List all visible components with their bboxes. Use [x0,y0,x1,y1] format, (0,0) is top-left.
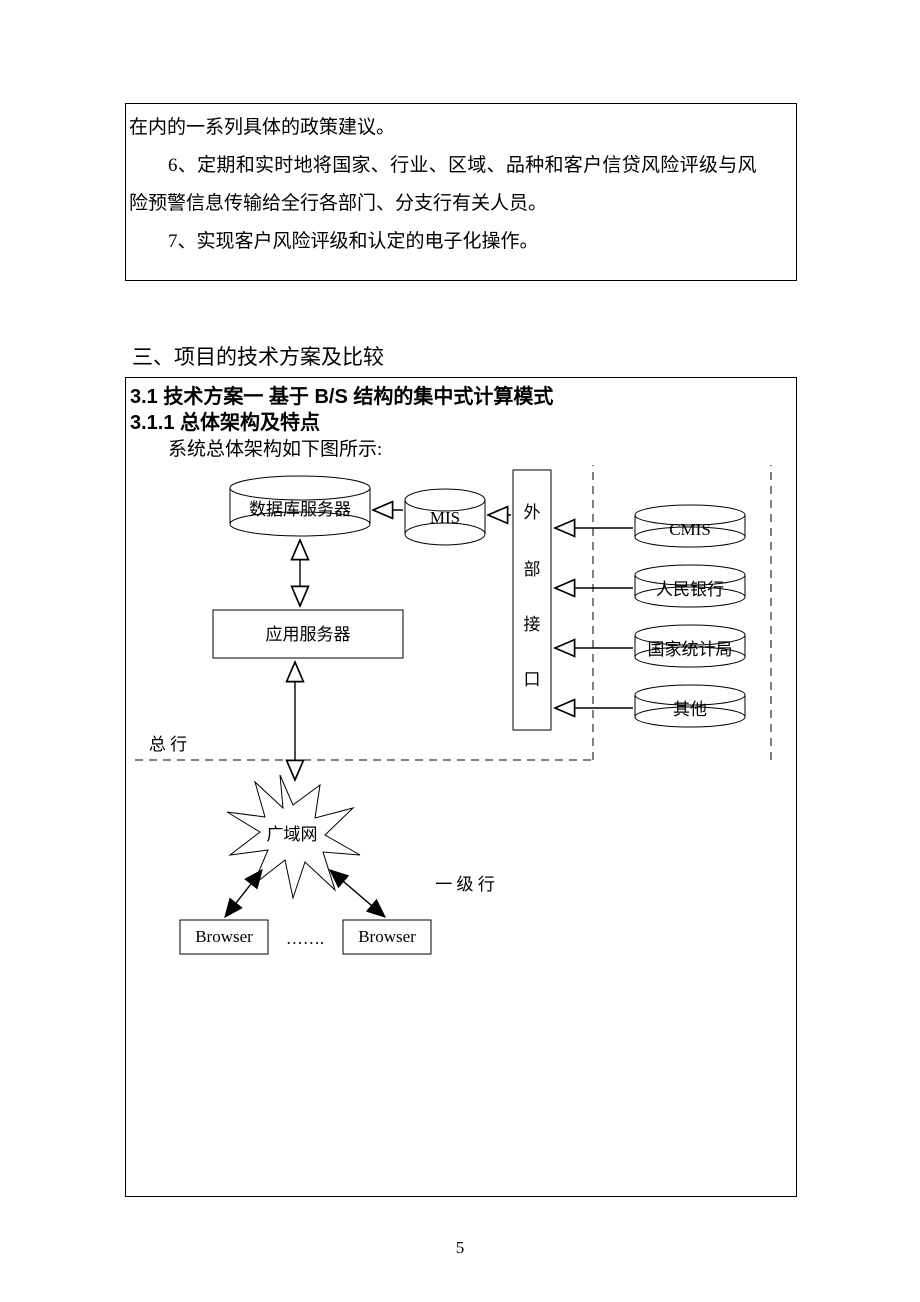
cmis-node: CMIS [635,505,745,547]
if-c2: 部 [524,560,541,579]
appserver-label: 应用服务器 [266,625,351,644]
pboc-node: 人民银行 [635,565,745,607]
h311: 3.1.1 总体架构及特点 [130,406,320,435]
interface-node: 外 部 接 口 [513,470,551,730]
mis-node: MIS [405,489,485,545]
browser2-label: Browser [358,927,416,946]
wan-label: 广域网 [267,825,318,844]
nbs-label: 国家统计局 [648,640,733,659]
pboc-label: 人民银行 [656,580,724,599]
branch-label: 一 级 行 [435,875,495,894]
arrow-wan-b2 [330,870,385,917]
page-number: 5 [450,1238,470,1258]
page: 在内的一系列具体的政策建议。 6、定期和实时地将国家、行业、区域、品种和客户信贷… [0,0,920,1302]
cmis-label: CMIS [669,520,711,539]
appserver-node: 应用服务器 [213,610,403,658]
if-c3: 接 [524,615,541,634]
other-node: 其他 [635,685,745,727]
browser1-node: Browser [180,920,268,954]
dbserver-label: 数据库服务器 [249,500,351,519]
diagram: 数据库服务器 MIS 外 部 接 口 CMIS [125,460,797,1020]
browser2-node: Browser [343,920,431,954]
section3-title: 三、项目的技术方案及比较 [132,338,384,378]
b1-line1: 在内的一系列具体的政策建议。 [129,110,395,146]
b1-line2a: 6、定期和实时地将国家、行业、区域、品种和客户信贷风险评级与风 [168,148,757,184]
wan-node: 广域网 [227,775,360,898]
nbs-node: 国家统计局 [635,625,745,667]
b1-line2b: 险预警信息传输给全行各部门、分支行有关人员。 [129,186,547,222]
dots-label: ……. [286,929,324,948]
if-c4: 口 [524,670,541,689]
h31: 3.1 技术方案一 基于 B/S 结构的集中式计算模式 [130,380,553,409]
hq-label: 总 行 [149,735,187,754]
mis-label: MIS [430,508,460,527]
other-label: 其他 [673,700,707,719]
dbserver-node: 数据库服务器 [230,476,370,536]
b1-line3: 7、实现客户风险评级和认定的电子化操作。 [168,224,539,260]
if-c1: 外 [524,503,541,522]
arrow-wan-b1 [225,870,262,917]
browser1-label: Browser [195,927,253,946]
